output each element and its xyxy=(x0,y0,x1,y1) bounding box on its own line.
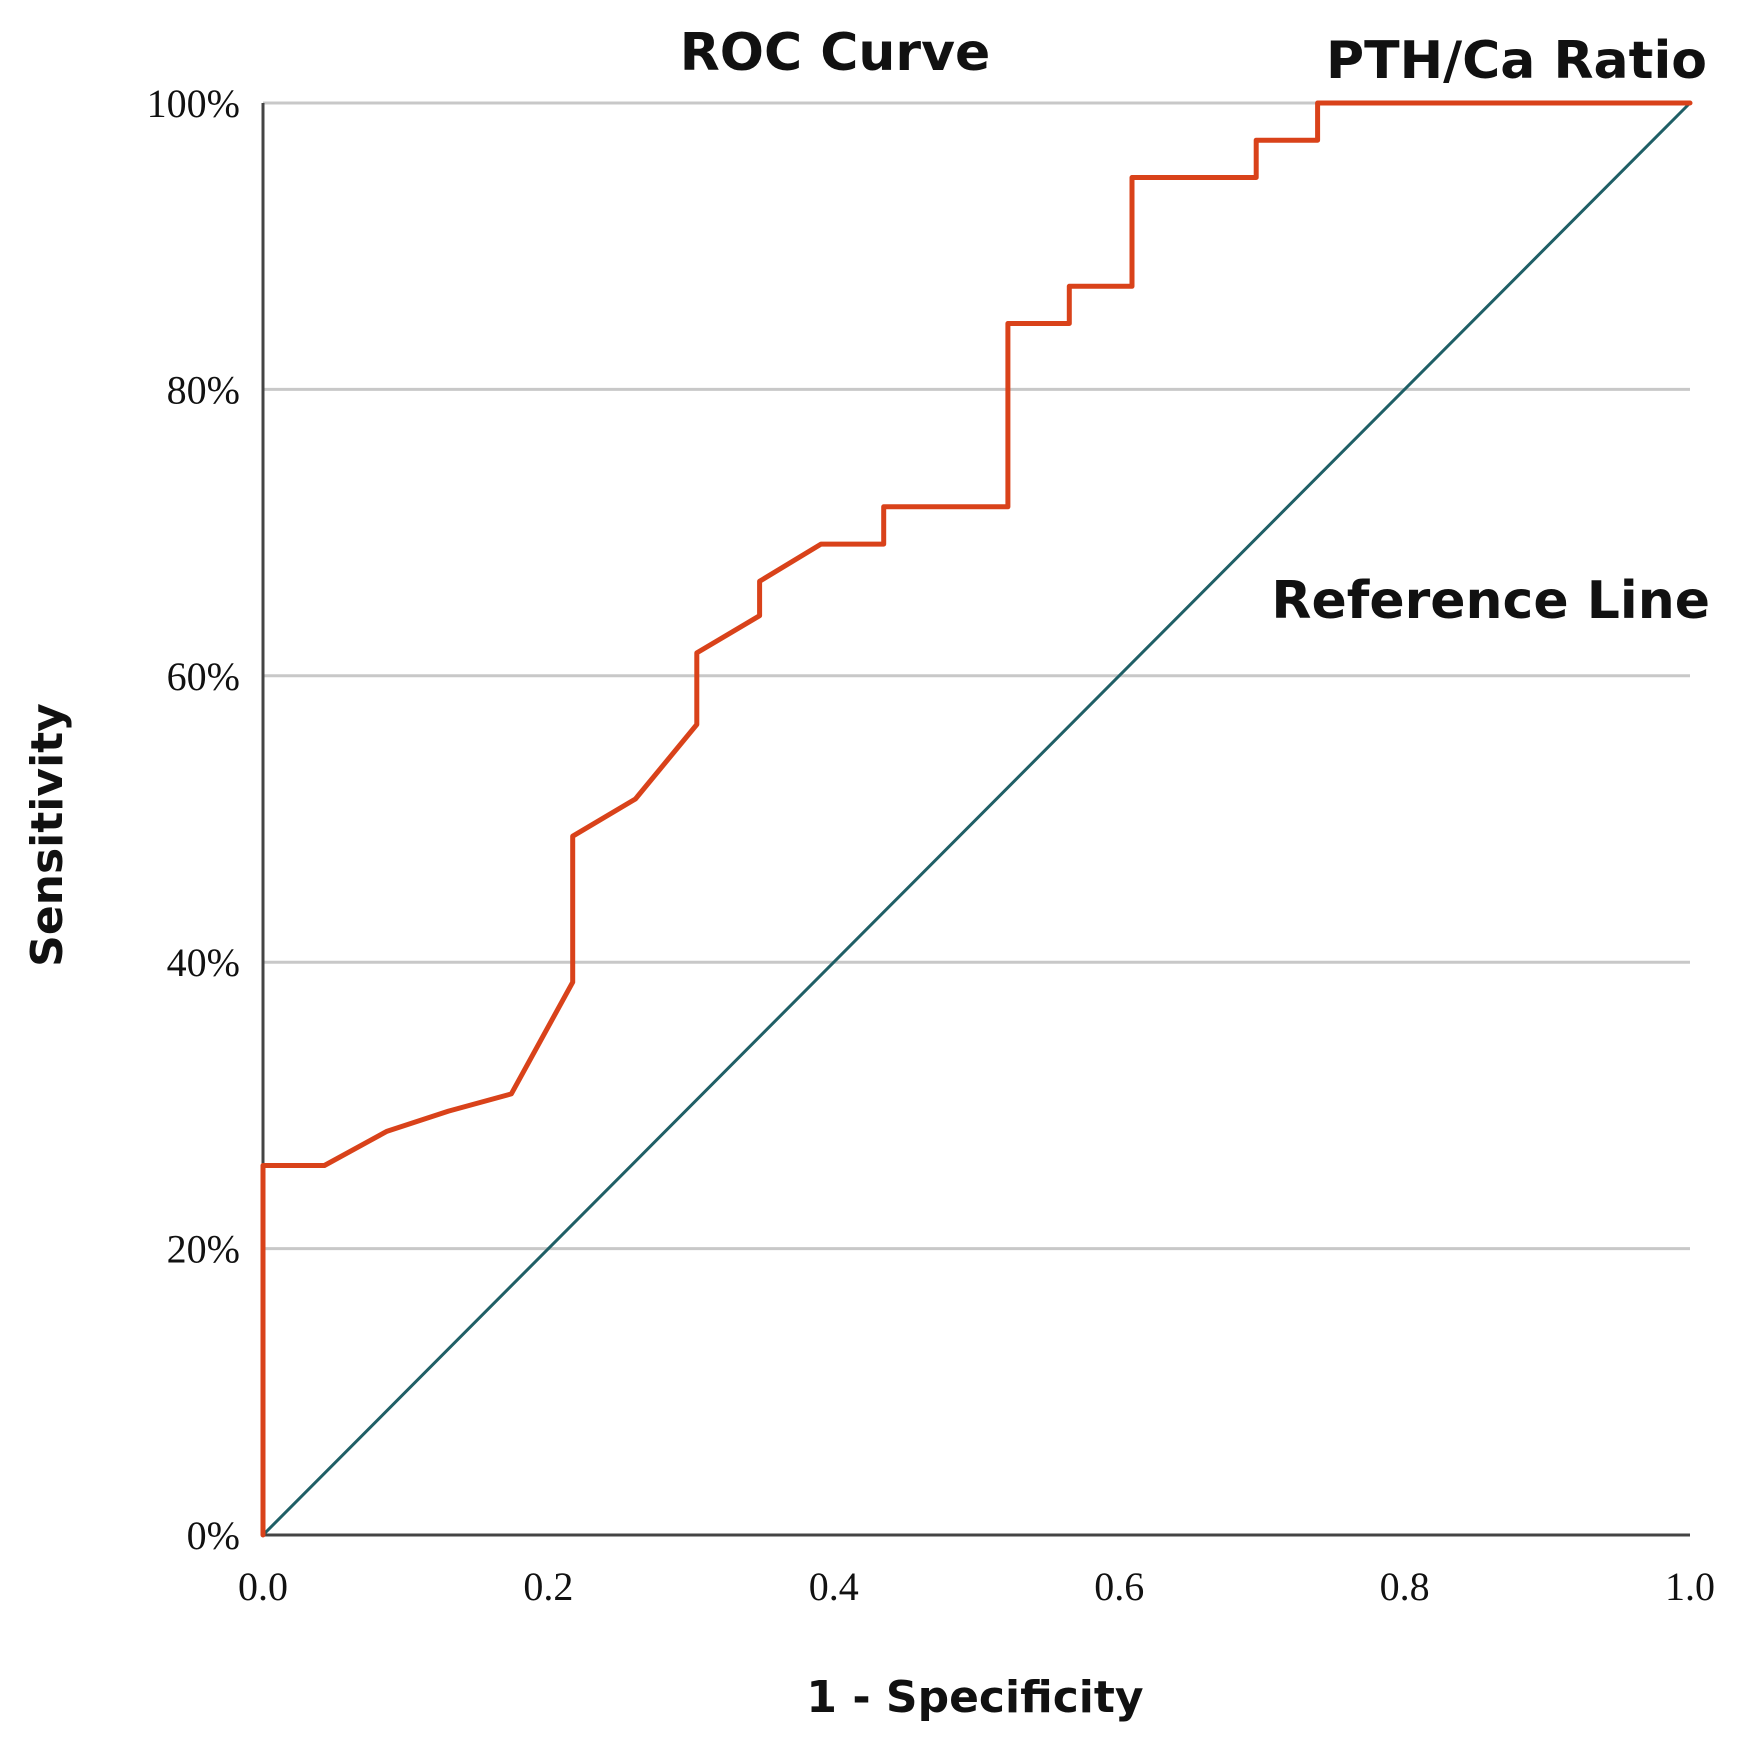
series-label: PTH/Ca Ratio xyxy=(1326,31,1707,91)
x-tick-label: 0.4 xyxy=(809,1564,859,1609)
y-tick-label: 100% xyxy=(147,81,240,126)
axis-layer: 0% 20% 40% 60% 80% 100% 0.0 0.2 0.4 0.6 0.8 1.0 xyxy=(147,81,1715,1609)
y-tick-label: 40% xyxy=(167,940,240,985)
x-tick-label: 0.6 xyxy=(1094,1564,1144,1609)
x-tick-label: 0.8 xyxy=(1380,1564,1430,1609)
grid-layer xyxy=(263,101,1690,1251)
series-layer xyxy=(260,100,1693,1538)
x-tick-label: 0.0 xyxy=(238,1564,288,1609)
reference-line-label: Reference Line xyxy=(1271,571,1710,631)
reference-line xyxy=(261,101,1692,1537)
roc-curve-line xyxy=(260,100,1693,1538)
y-tick-label: 80% xyxy=(167,367,240,412)
x-axis-label: 1 - Specificity xyxy=(806,1672,1143,1723)
y-tick-label: 60% xyxy=(167,654,240,699)
y-axis-label: Sensitivity xyxy=(22,703,73,967)
y-tick-label: 20% xyxy=(167,1227,240,1272)
chart-title: ROC Curve xyxy=(680,23,991,83)
x-tick-label: 1.0 xyxy=(1665,1564,1715,1609)
y-tick-label: 0% xyxy=(187,1513,240,1558)
x-tick-label: 0.2 xyxy=(523,1564,573,1609)
label-layer: ROC Curve PTH/Ca Ratio Reference Line 1 … xyxy=(22,23,1710,1723)
